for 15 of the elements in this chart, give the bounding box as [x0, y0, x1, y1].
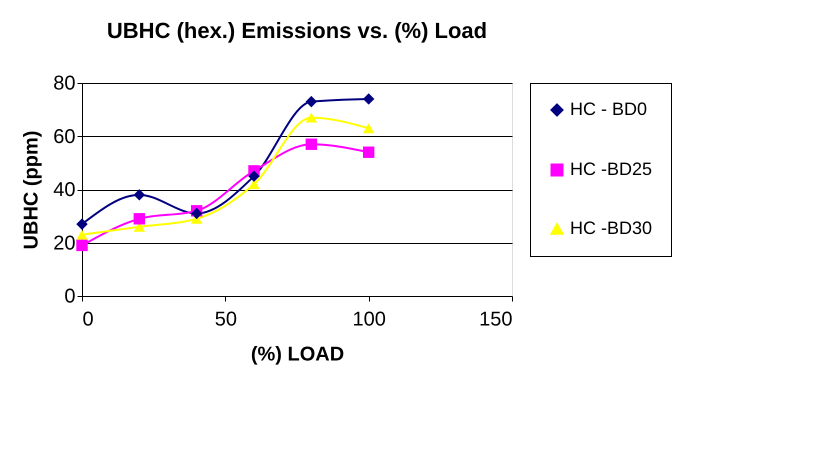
y-tick-label: 60	[53, 126, 76, 148]
chart-title: UBHC (hex.) Emissions vs. (%) Load	[106, 18, 488, 43]
x-tick-label: 150	[479, 308, 512, 330]
x-tick-label: 50	[214, 308, 237, 330]
y-tick-label: 80	[53, 72, 76, 94]
y-axis-title: UBHC (ppm)	[20, 130, 42, 250]
y-tick-label: 20	[53, 232, 76, 254]
x-tick-label: 100	[352, 308, 386, 330]
y-tick-label: 40	[53, 179, 76, 201]
legend-label: HC - BD0	[570, 99, 648, 119]
x-axis-title: (%) LOAD	[250, 344, 344, 366]
y-tick-label: 0	[64, 286, 76, 308]
x-tick-label: 0	[82, 308, 94, 330]
legend-label: HC -BD30	[570, 218, 652, 238]
legend-label: HC -BD25	[570, 159, 652, 179]
